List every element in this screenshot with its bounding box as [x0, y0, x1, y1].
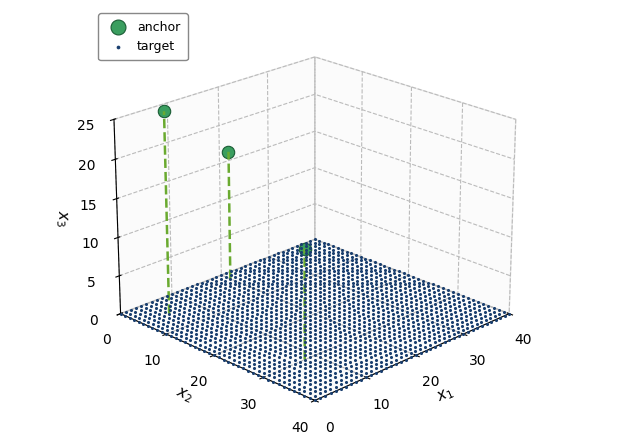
Y-axis label: $x_2$: $x_2$	[174, 384, 195, 406]
Legend: anchor, target: anchor, target	[98, 13, 188, 60]
X-axis label: $x_1$: $x_1$	[434, 384, 456, 406]
